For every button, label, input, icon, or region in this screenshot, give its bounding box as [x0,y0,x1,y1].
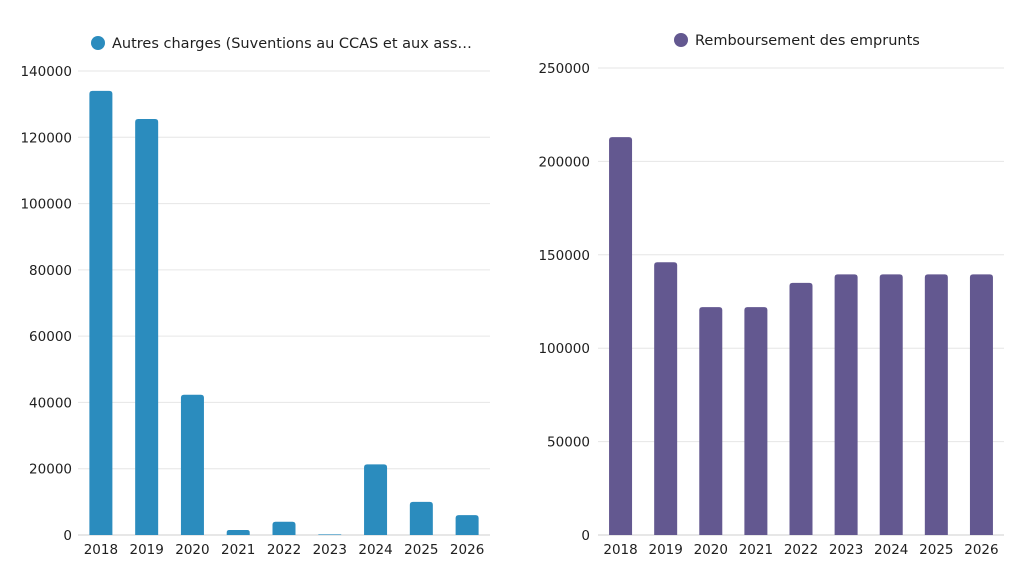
bar-2025 [924,274,948,535]
x-tick-label: 2024 [358,542,392,558]
bar-2020 [699,307,723,535]
y-tick-label: 150000 [538,248,590,264]
x-tick-label: 2026 [450,542,484,558]
bar-2023 [834,274,858,535]
bar-2018 [89,90,113,535]
y-tick-label: 100000 [20,197,72,213]
y-tick-label: 250000 [538,61,590,77]
y-tick-label: 60000 [29,329,72,345]
x-tick-label: 2023 [829,542,863,558]
bar-2018 [609,137,633,535]
legend-label: Autres charges (Suventions au CCAS et au… [112,36,472,52]
bar-2020 [180,394,204,535]
y-tick-label: 80000 [29,263,72,279]
legend-swatch [674,33,688,47]
bar-2024 [364,464,388,535]
x-tick-label: 2018 [84,542,118,558]
bar-2026 [455,515,479,535]
legend-swatch [91,36,105,50]
x-tick-label: 2025 [404,542,438,558]
x-tick-label: 2020 [175,542,209,558]
bar-2019 [654,262,678,535]
x-tick-label: 2020 [694,542,728,558]
chart-autres-charges: 0 20000 40000 60000 80000 100000 120000 140000 2… [20,36,490,558]
bar-2021 [744,307,768,535]
chart-remboursement-emprunts: 0 50000 100000 150000 200000 250000 2018 2019 20… [538,33,1004,558]
y-tick-label: 140000 [20,64,72,80]
x-tick-label: 2021 [221,542,255,558]
y-tick-label: 200000 [538,154,590,170]
x-tick-label: 2024 [874,542,908,558]
bar-2021 [226,530,250,535]
legend-label: Remboursement des emprunts [695,33,920,49]
x-tick-label: 2022 [784,542,818,558]
y-tick-label: 0 [581,528,590,544]
bar-2022 [789,282,813,535]
x-tick-label: 2018 [603,542,637,558]
y-tick-label: 20000 [29,462,72,478]
x-tick-label: 2019 [648,542,682,558]
bar-2026 [969,274,993,535]
bar-2024 [879,274,903,535]
x-tick-label: 2023 [313,542,347,558]
bar-2019 [135,119,159,536]
x-tick-label: 2026 [964,542,998,558]
y-tick-label: 50000 [547,435,590,451]
x-tick-label: 2021 [739,542,773,558]
y-tick-label: 40000 [29,395,72,411]
y-tick-label: 0 [63,528,72,544]
x-tick-label: 2019 [129,542,163,558]
y-tick-label: 120000 [20,130,72,146]
bar-2022 [272,521,296,535]
x-tick-label: 2022 [267,542,301,558]
bar-2025 [409,501,433,535]
x-tick-label: 2025 [919,542,953,558]
y-tick-label: 100000 [538,341,590,357]
bar-2023 [318,534,342,535]
